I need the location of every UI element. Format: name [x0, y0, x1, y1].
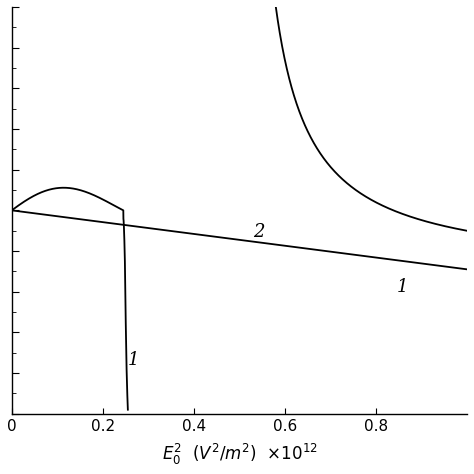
X-axis label: $E_0^2$  $(V^2 / m^2)$  $\times 10^{12}$: $E_0^2$ $(V^2 / m^2)$ $\times 10^{12}$: [162, 442, 317, 467]
Text: 2: 2: [253, 223, 264, 241]
Text: 1: 1: [128, 351, 139, 369]
Text: 1: 1: [396, 278, 408, 296]
